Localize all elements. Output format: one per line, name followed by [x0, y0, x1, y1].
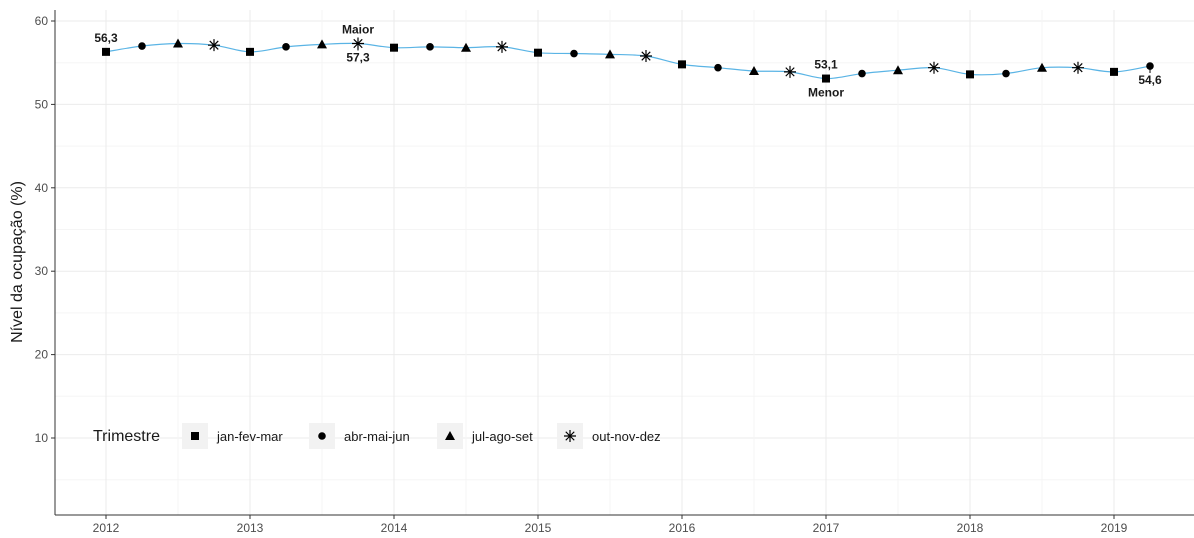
- legend-key-circle: [318, 432, 326, 440]
- y-tick-label: 20: [35, 348, 49, 362]
- legend-label: jul-ago-set: [471, 429, 533, 444]
- annotation-label: Menor: [808, 86, 844, 100]
- data-point: [173, 38, 183, 48]
- x-tick-label: 2018: [957, 521, 984, 535]
- data-point: [496, 40, 508, 53]
- legend-key-asterisk: [564, 430, 576, 442]
- x-tick-label: 2019: [1101, 521, 1128, 535]
- data-point: [678, 60, 686, 69]
- data-point: [102, 47, 110, 56]
- data-point: [461, 42, 471, 52]
- annotation-label: 56,3: [94, 31, 118, 45]
- data-point: [858, 69, 866, 78]
- data-point: [714, 63, 722, 72]
- annotation-label: 53,1: [814, 58, 838, 72]
- data-point: [426, 43, 434, 51]
- data-point: [570, 49, 578, 58]
- data-point: [208, 39, 220, 52]
- annotation-label: 54,6: [1138, 73, 1162, 87]
- data-point: [928, 61, 940, 74]
- data-point: [282, 43, 290, 51]
- x-tick-label: 2013: [237, 521, 264, 535]
- x-tick-label: 2017: [813, 521, 840, 535]
- annotation-label: 57,3: [346, 51, 370, 65]
- data-point: [246, 47, 254, 56]
- data-point: [138, 42, 146, 50]
- x-tick-label: 2015: [525, 521, 552, 535]
- legend-label: jan-fev-mar: [216, 429, 283, 444]
- x-tick-label: 2014: [381, 521, 408, 535]
- y-tick-label: 50: [35, 97, 49, 111]
- legend-label: out-nov-dez: [592, 429, 661, 444]
- annotations: 56,3 Maior 57,3 53,1 Menor 54,6: [94, 23, 1162, 100]
- y-tick-label: 40: [35, 181, 49, 195]
- annotation-label: Maior: [342, 23, 374, 37]
- legend-title: Trimestre: [93, 428, 160, 445]
- grid: [55, 10, 1194, 515]
- legend-key-square: [191, 432, 199, 440]
- y-tick-label: 10: [35, 431, 49, 445]
- y-axis-title: Nível da ocupação (%): [9, 181, 26, 343]
- data-points: [102, 37, 1154, 83]
- data-point: [966, 70, 974, 79]
- series-line: [105, 42, 1151, 80]
- data-point: [893, 65, 903, 75]
- data-point: [1037, 62, 1047, 72]
- legend: Trimestre jan-fev-mar abr-mai-jun jul-ago-…: [93, 423, 661, 449]
- legend-key-triangle: [445, 431, 455, 440]
- data-point: [534, 48, 542, 57]
- legend-label: abr-mai-jun: [344, 429, 410, 444]
- data-point: [317, 39, 327, 49]
- y-tick-label: 60: [35, 14, 49, 28]
- data-point: [1110, 67, 1118, 76]
- data-point: [822, 74, 830, 83]
- data-point: [605, 49, 615, 59]
- data-point: [749, 66, 759, 76]
- data-point: [640, 50, 652, 63]
- y-tick-label: 30: [35, 264, 49, 278]
- axes: 10 20 30 40 50 60 2012 2013 2014 2015 2016 2017 2018…: [35, 10, 1194, 535]
- data-point: [784, 65, 796, 78]
- data-point: [1002, 69, 1010, 78]
- x-tick-label: 2016: [669, 521, 696, 535]
- x-tick-label: 2012: [93, 521, 120, 535]
- data-point: [390, 43, 398, 52]
- data-point: [1072, 61, 1084, 74]
- series-line-path: [105, 42, 1151, 80]
